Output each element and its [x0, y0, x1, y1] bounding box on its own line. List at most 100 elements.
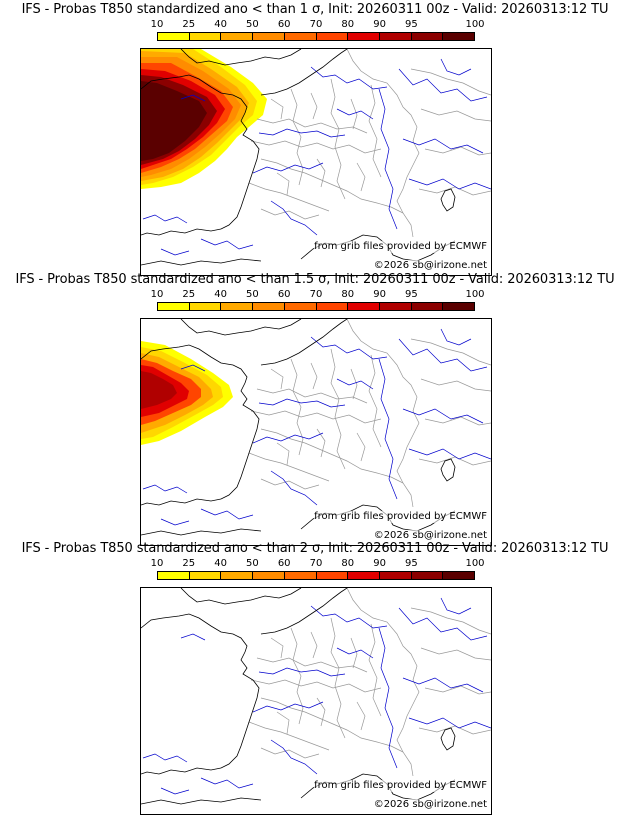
colorbar-segment — [443, 303, 475, 310]
colorbar-tick-label: 70 — [309, 289, 323, 300]
admin-boundary — [276, 697, 366, 735]
colorbar-segment — [253, 33, 285, 40]
coastline — [141, 613, 248, 653]
colorbar-tick-label: 60 — [277, 19, 291, 30]
colorbar-segment — [316, 33, 349, 40]
river — [200, 238, 254, 250]
colorbar-tick-label: 60 — [277, 289, 291, 300]
probability-contour — [141, 81, 207, 161]
admin-boundary — [250, 679, 382, 693]
colorbar-tick-label: 25 — [182, 19, 196, 30]
colorbar-tick-label: 90 — [373, 558, 386, 569]
coastline — [220, 112, 260, 230]
river — [310, 336, 388, 360]
admin-boundary — [276, 428, 366, 466]
colorbar-tick-label: 50 — [246, 558, 259, 569]
credit-copyright: ©2026 sb@irizone.net — [373, 799, 487, 811]
colorbar-segment — [411, 303, 444, 310]
river — [142, 484, 188, 494]
admin-boundary — [250, 140, 382, 154]
basemap — [141, 588, 491, 805]
coastline — [141, 258, 262, 266]
admin-boundary — [256, 657, 368, 673]
probability-panel-3: IFS - Probas T850 standardized ano < tha… — [0, 541, 630, 815]
admin-boundary — [248, 182, 330, 212]
admin-boundary — [424, 685, 491, 695]
river — [142, 753, 188, 763]
colorbar-segment — [284, 572, 317, 579]
map-svg — [141, 319, 491, 536]
river — [398, 338, 488, 372]
admin-boundary — [270, 631, 358, 669]
coastline — [180, 319, 302, 336]
coastline — [141, 74, 248, 114]
colorbar-tick-label: 80 — [341, 289, 355, 300]
river — [258, 398, 346, 408]
colorbar-tick-label: 95 — [405, 19, 418, 30]
admin-boundary — [330, 617, 346, 739]
colorbar-tick-label: 80 — [341, 19, 355, 30]
colorbar-segment — [189, 33, 222, 40]
admin-boundary — [346, 319, 420, 508]
admin-boundary — [368, 84, 382, 178]
colorbar-segment — [221, 303, 254, 310]
river — [440, 58, 472, 76]
coastline — [141, 528, 262, 536]
colorbar-tick-label: 100 — [465, 19, 485, 30]
admin-boundary — [368, 623, 382, 717]
river — [252, 701, 324, 713]
admin-boundary — [346, 588, 420, 777]
river — [160, 248, 190, 256]
map-svg — [141, 49, 491, 266]
basemap — [141, 49, 491, 266]
probability-plume — [141, 49, 267, 189]
colorbar-segment — [348, 572, 380, 579]
credit-source: from grib files provided by ECMWF — [314, 780, 487, 792]
admin-boundary — [410, 338, 491, 366]
colorbar-tick-label: 70 — [309, 558, 323, 569]
coastline — [141, 228, 222, 236]
admin-boundary — [368, 354, 382, 448]
river — [160, 518, 190, 526]
admin-boundary — [330, 348, 346, 470]
colorbar-tick-label: 60 — [277, 558, 291, 569]
river — [310, 605, 388, 629]
panel-title: IFS - Probas T850 standardized ano < tha… — [15, 272, 615, 287]
colorbar-ticks: 10 25 40 50 60 70 80 90 95 100 — [151, 558, 485, 571]
credit-copyright: ©2026 sb@irizone.net — [373, 260, 487, 272]
admin-boundary — [346, 49, 420, 238]
admin-boundary — [270, 362, 358, 400]
colorbar-segment — [411, 572, 444, 579]
colorbar — [157, 302, 475, 311]
colorbar-segment — [189, 303, 222, 310]
river — [378, 627, 398, 769]
coastline — [220, 382, 260, 500]
river — [180, 364, 206, 372]
river — [258, 667, 346, 677]
colorbar-tick-label: 70 — [309, 19, 323, 30]
admin-boundary — [290, 627, 304, 725]
colorbar-tick-label: 100 — [465, 558, 485, 569]
river — [402, 408, 484, 424]
admin-boundary — [270, 92, 358, 130]
colorbar-segment — [284, 33, 317, 40]
admin-boundary — [410, 607, 491, 635]
admin-boundary — [260, 208, 320, 220]
coastline — [141, 344, 248, 384]
colorbar-segment — [158, 303, 190, 310]
river — [398, 607, 488, 641]
map-frame: from grib files provided by ECMWF ©2026 … — [140, 587, 492, 815]
admin-boundary — [250, 410, 382, 424]
river — [408, 717, 491, 729]
river — [200, 508, 254, 520]
colorbar-segment — [253, 572, 285, 579]
colorbar-segment — [158, 33, 190, 40]
river — [440, 328, 472, 346]
river — [336, 647, 374, 659]
admin-boundary — [420, 378, 491, 392]
admin-boundary — [330, 78, 346, 200]
river — [398, 68, 488, 102]
colorbar-segment — [284, 303, 317, 310]
colorbar-tick-label: 100 — [465, 289, 485, 300]
probability-panel-1: IFS - Probas T850 standardized ano < tha… — [0, 2, 630, 276]
